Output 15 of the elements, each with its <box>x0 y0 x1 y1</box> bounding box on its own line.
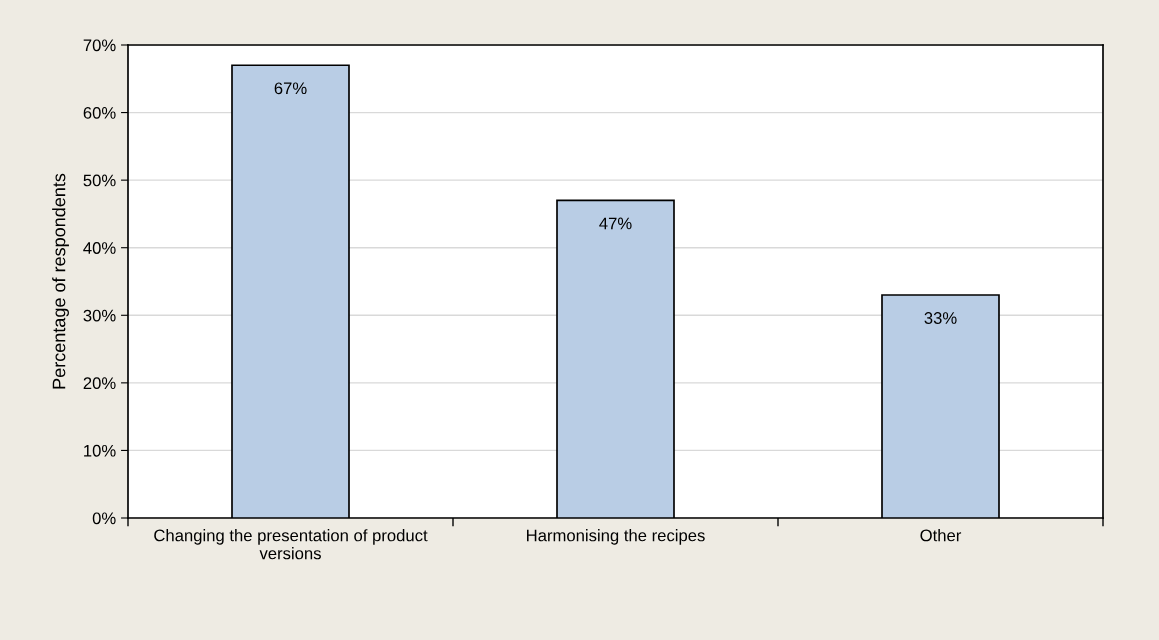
x-tick-label: Harmonising the recipes <box>527 529 705 545</box>
y-tick-label: 50% <box>83 174 116 187</box>
y-tick-label: 40% <box>83 242 116 254</box>
y-tick-label: 20% <box>83 377 116 390</box>
y-axis-title: Percentage of respondents <box>52 173 69 389</box>
data-label: 33% <box>924 312 957 324</box>
x-tick-label: Changing the presentation of product versions <box>154 529 428 560</box>
x-tick-label: Other <box>920 529 962 542</box>
y-tick-label: 10% <box>84 444 116 457</box>
data-label: 67% <box>274 82 307 95</box>
data-label: 47% <box>599 217 632 230</box>
y-tick-label: 30% <box>83 309 116 322</box>
y-tick-label: 60% <box>83 106 116 119</box>
y-tick-label: 0% <box>92 512 116 525</box>
y-tick-label: 70% <box>83 39 116 52</box>
